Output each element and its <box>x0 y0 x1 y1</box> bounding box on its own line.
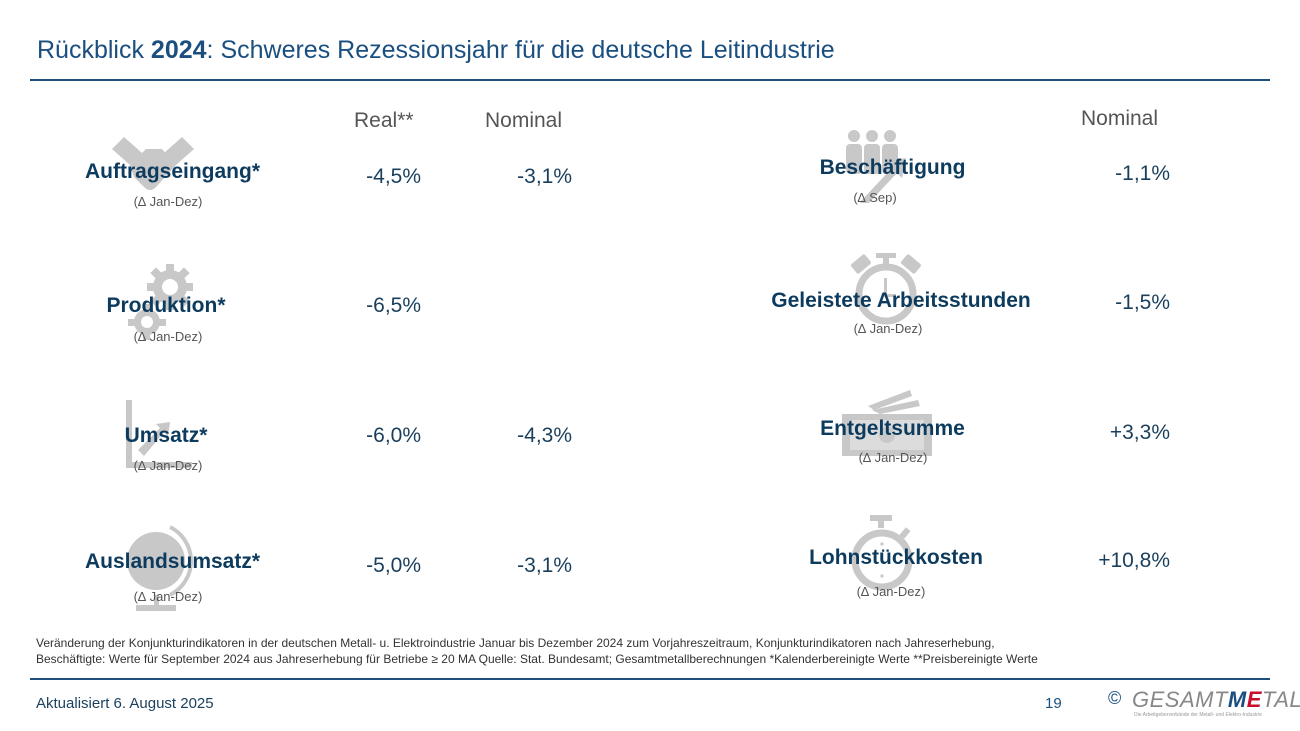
left-col-header-nominal: Nominal <box>485 109 563 132</box>
row-period-auslandsumsatz: (∆ Jan-Dez) <box>133 589 203 604</box>
money-icon <box>840 388 932 458</box>
row-period-lohnstueckkosten: (∆ Jan-Dez) <box>856 584 926 599</box>
page-title: Rückblick 2024: Schweres Rezessionsjahr … <box>37 36 835 65</box>
row-label-beschaeftigung: Beschäftigung <box>819 156 966 179</box>
real-value-umsatz: -6,0% <box>366 424 421 447</box>
row-period-produktion: (∆ Jan-Dez) <box>133 329 203 344</box>
nominal-value-umsatz: -4,3% <box>517 424 572 447</box>
brand-tagline: Die Arbeitgeberverbände der Metall- und … <box>1134 712 1262 718</box>
row-period-auftragseingang: (∆ Jan-Dez) <box>133 194 203 209</box>
brand-e: E <box>1246 687 1262 712</box>
nominal-value-beschaeftigung: -1,1% <box>1115 162 1170 185</box>
left-col-header-real: Real** <box>354 109 414 132</box>
gears-icon <box>125 262 200 342</box>
footnote-line-2: Beschäftigte: Werte für September 2024 a… <box>36 652 1038 666</box>
row-label-auslandsumsatz: Auslandsumsatz* <box>84 550 261 573</box>
copyright-icon: © <box>1108 688 1122 708</box>
row-period-entgeltsumme: (∆ Jan-Dez) <box>858 450 928 465</box>
page-number: 19 <box>1045 695 1062 712</box>
alarm-clock-icon <box>850 252 922 330</box>
row-label-produktion: Produktion* <box>106 294 226 317</box>
globe-icon <box>120 523 200 615</box>
real-value-auftragseingang: -4,5% <box>366 165 421 188</box>
title-prefix: Rückblick <box>37 36 151 64</box>
handshake-icon <box>112 135 194 197</box>
nominal-value-auslandsumsatz: -3,1% <box>517 554 572 577</box>
row-label-umsatz: Umsatz* <box>124 424 208 447</box>
brand-wordmark: GESAMTMETALL <box>1132 687 1300 713</box>
nominal-value-auftragseingang: -3,1% <box>517 165 572 188</box>
footer-divider <box>30 678 1270 680</box>
title-year: 2024 <box>150 36 207 64</box>
row-label-entgeltsumme: Entgeltsumme <box>820 417 965 440</box>
updated-date: Aktualisiert 6. August 2025 <box>36 695 214 712</box>
nominal-value-arbeitsstunden: -1,5% <box>1115 291 1170 314</box>
title-suffix: : Schweres Rezessionsjahr für die deutsc… <box>206 36 835 64</box>
row-period-umsatz: (∆ Jan-Dez) <box>133 458 203 473</box>
chart-arrow-icon <box>124 398 194 470</box>
row-period-arbeitsstunden: (∆ Jan-Dez) <box>853 321 923 336</box>
right-col-header-nominal: Nominal <box>1081 107 1159 130</box>
row-label-auftragseingang: Auftragseingang* <box>84 160 260 183</box>
row-label-lohnstueckkosten: Lohnstückkosten <box>809 546 983 569</box>
nominal-value-lohnstueckkosten: +10,8% <box>1098 549 1170 572</box>
gesamtmetall-logo: © GESAMTMETALL Die Arbeitgeberverbände d… <box>1108 687 1300 722</box>
row-period-beschaeftigung: (∆ Sep) <box>853 190 897 205</box>
real-value-produktion: -6,5% <box>366 294 421 317</box>
brand-m: M <box>1227 687 1247 712</box>
stopwatch-icon <box>850 514 920 594</box>
footnote-line-1: Veränderung der Konjunkturindikatoren in… <box>36 636 995 650</box>
nominal-value-entgeltsumme: +3,3% <box>1109 421 1170 444</box>
brand-part-2: TALL <box>1261 687 1300 712</box>
people-growth-icon <box>840 128 920 203</box>
header-divider <box>30 79 1270 81</box>
brand-part-1: GESAMT <box>1132 687 1228 712</box>
real-value-auslandsumsatz: -5,0% <box>366 554 421 577</box>
row-label-arbeitsstunden: Geleistete Arbeitsstunden <box>771 289 1031 312</box>
